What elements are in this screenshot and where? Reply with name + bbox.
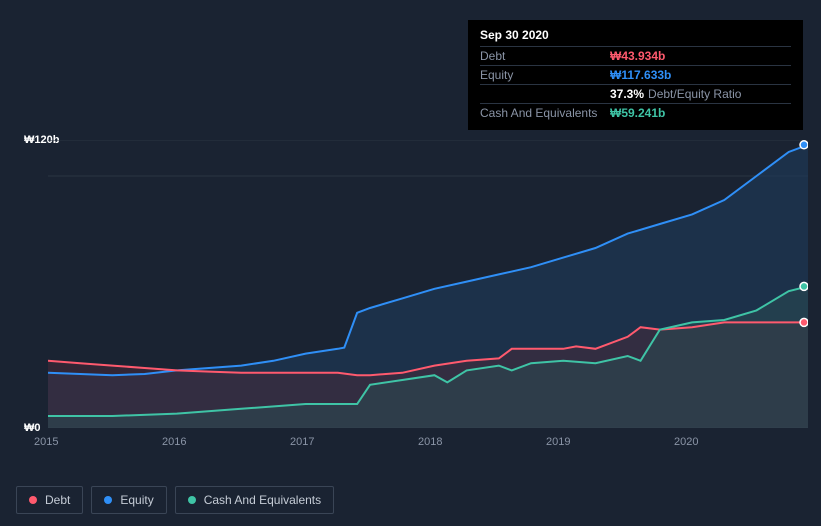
x-axis-label: 2018 [418, 436, 442, 448]
end-marker-debt[interactable] [800, 318, 808, 326]
chart-tooltip: Sep 30 2020 Debt₩43.934bEquity₩117.633b3… [468, 20, 803, 130]
x-axis-label: 2017 [290, 436, 314, 448]
financial-chart: ₩120b₩0 201520162017201820192020 [0, 120, 821, 460]
x-axis-label: 2019 [546, 436, 570, 448]
y-axis-label: ₩0 [24, 422, 41, 434]
tooltip-value: 37.3%Debt/Equity Ratio [610, 87, 741, 101]
legend-item-debt[interactable]: Debt [16, 486, 83, 514]
chart-legend: Debt Equity Cash And Equivalents [16, 486, 334, 514]
end-marker-equity[interactable] [800, 141, 808, 149]
legend-label: Debt [45, 493, 70, 507]
x-axis: 201520162017201820192020 [48, 436, 808, 456]
tooltip-label: Cash And Equivalents [480, 106, 610, 120]
legend-item-cash-and-equivalents[interactable]: Cash And Equivalents [175, 486, 334, 514]
tooltip-row: Equity₩117.633b [480, 66, 791, 85]
chart-plot-area[interactable] [48, 140, 808, 428]
tooltip-label: Debt [480, 49, 610, 63]
legend-label: Cash And Equivalents [204, 493, 321, 507]
legend-label: Equity [120, 493, 153, 507]
legend-item-equity[interactable]: Equity [91, 486, 166, 514]
legend-dot-icon [188, 496, 196, 504]
tooltip-row: 37.3%Debt/Equity Ratio [480, 85, 791, 104]
x-axis-label: 2020 [674, 436, 698, 448]
tooltip-date: Sep 30 2020 [480, 28, 791, 47]
tooltip-label: Equity [480, 68, 610, 82]
legend-dot-icon [104, 496, 112, 504]
tooltip-row: Debt₩43.934b [480, 47, 791, 66]
tooltip-value: ₩117.633b [610, 68, 671, 82]
tooltip-value-extra: Debt/Equity Ratio [648, 87, 741, 101]
tooltip-value: ₩59.241b [610, 106, 665, 120]
tooltip-label [480, 87, 610, 101]
end-marker-cash-and-equivalents[interactable] [800, 282, 808, 290]
legend-dot-icon [29, 496, 37, 504]
x-axis-label: 2016 [162, 436, 186, 448]
x-axis-label: 2015 [34, 436, 58, 448]
tooltip-value: ₩43.934b [610, 49, 665, 63]
